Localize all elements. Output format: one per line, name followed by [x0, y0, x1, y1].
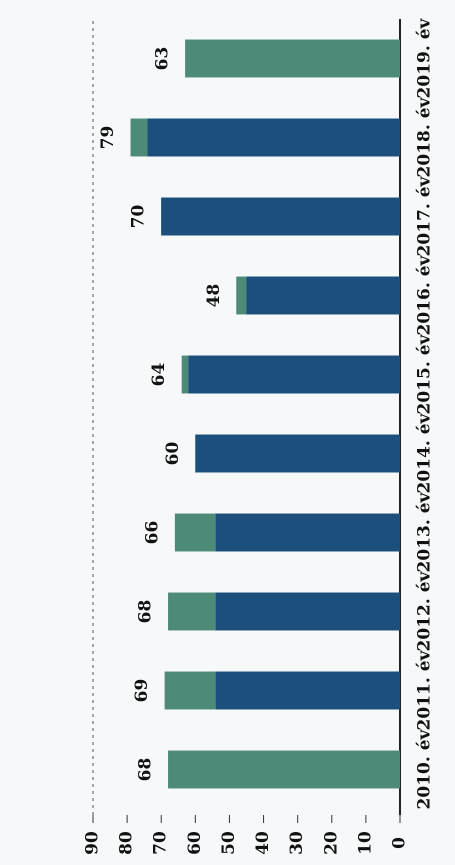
data-label: 66	[142, 521, 162, 545]
bar	[188, 355, 400, 394]
y-tick-label: 20	[321, 831, 341, 855]
bar	[215, 592, 400, 631]
y-tick-label: 80	[117, 831, 137, 855]
bar	[147, 118, 400, 157]
bar	[185, 39, 400, 78]
bar	[246, 276, 400, 315]
x-tick-label: 2019. év	[415, 17, 435, 98]
data-label: 79	[98, 126, 118, 150]
x-tick-label: 2014. év	[415, 412, 435, 493]
data-label: 60	[163, 442, 183, 466]
data-label: 68	[136, 600, 156, 624]
x-tick-label: 2018. év	[415, 96, 435, 177]
data-label: 48	[204, 284, 224, 308]
data-label: 70	[129, 205, 149, 229]
x-tick-label: 2010. év	[415, 728, 435, 809]
y-tick-label: 70	[151, 831, 171, 855]
bar	[168, 750, 400, 789]
y-tick-label: 0	[390, 837, 410, 849]
y-tick-label: 60	[185, 831, 205, 855]
y-tick-label: 30	[287, 831, 307, 855]
y-tick-label: 10	[355, 831, 375, 855]
y-tick-label: 50	[219, 831, 239, 855]
x-tick-label: 2015. év	[415, 333, 435, 414]
x-tick-label: 2013. év	[415, 491, 435, 572]
x-tick-label: 2012. év	[415, 570, 435, 651]
data-label: 63	[153, 47, 173, 71]
x-tick-label: 2011. év	[415, 649, 435, 730]
x-tick-label: 2017. év	[415, 175, 435, 256]
x-tick-label: 2016. év	[415, 254, 435, 335]
plot: 0 10 20 30 40 50 60 70 80 90 2010. év 68 2011. év 69 2…	[83, 17, 435, 854]
bar	[161, 197, 400, 236]
y-tick-label: 90	[83, 831, 103, 855]
data-label: 68	[136, 758, 156, 782]
data-label: 64	[149, 363, 169, 387]
bar	[195, 434, 400, 473]
bar	[215, 513, 400, 552]
data-label: 69	[132, 679, 152, 703]
y-tick-label: 40	[253, 831, 273, 855]
bar	[215, 671, 400, 710]
